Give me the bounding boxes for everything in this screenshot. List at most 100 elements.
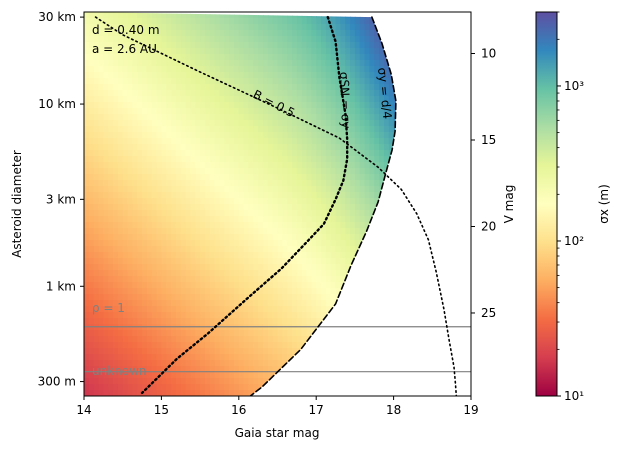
heatmap-cell [195, 138, 201, 145]
heatmap-cell [166, 120, 172, 127]
heatmap-cell [171, 24, 177, 31]
heatmap-cell [243, 360, 250, 367]
heatmap-cell [180, 48, 187, 55]
heatmap-cell [393, 126, 396, 133]
heatmap-cell [253, 306, 259, 313]
heatmap-cell [267, 72, 274, 79]
heatmap-cell [127, 222, 133, 229]
heatmap-cell [335, 216, 341, 223]
heatmap-cell [204, 270, 211, 277]
heatmap-cell [175, 12, 182, 19]
heatmap-cell [350, 216, 356, 223]
heatmap-cell [137, 372, 143, 379]
heatmap-cell [219, 186, 225, 193]
heatmap-cell [151, 174, 158, 181]
heatmap-cell [151, 306, 158, 313]
heatmap-cell [398, 258, 403, 265]
heatmap-cell [340, 24, 346, 31]
heatmap-cell [84, 378, 90, 385]
heatmap-cell [161, 42, 167, 49]
heatmap-cell [456, 228, 461, 235]
heatmap-cell [364, 372, 371, 379]
heatmap-cell [316, 30, 322, 37]
heatmap-cell [185, 150, 192, 157]
heatmap-cell [442, 18, 447, 25]
heatmap-cell [447, 216, 452, 223]
heatmap-cell [442, 192, 447, 199]
heatmap-cell [108, 174, 114, 181]
heatmap-cell [214, 162, 221, 169]
heatmap-cell [306, 246, 312, 253]
heatmap-cell [243, 228, 250, 235]
heatmap-cell [456, 174, 461, 181]
heatmap-cell [248, 228, 254, 235]
heatmap-cell [364, 258, 371, 265]
heatmap-cell [432, 78, 437, 85]
heatmap-cell [219, 252, 225, 259]
heatmap-cell [359, 246, 366, 253]
heatmap-cell [146, 342, 153, 349]
heatmap-cell [456, 252, 461, 259]
heatmap-cell [84, 354, 90, 361]
heatmap-cell [219, 108, 225, 115]
heatmap-cell [122, 348, 129, 355]
heatmap-cell [350, 342, 356, 349]
heatmap-cell [321, 108, 327, 115]
heatmap-cell [253, 102, 259, 109]
heatmap-cell [272, 234, 279, 241]
heatmap-cell [108, 234, 114, 241]
heatmap-cell [262, 258, 269, 265]
heatmap-cell [214, 234, 221, 241]
heatmap-cell [233, 48, 240, 55]
heatmap-cell [423, 288, 428, 295]
heatmap-cell [243, 66, 250, 73]
heatmap-cell [204, 354, 211, 361]
heatmap-cell [369, 138, 375, 145]
heatmap-cell [171, 318, 177, 325]
heatmap-cell [238, 360, 245, 367]
heatmap-cell [132, 216, 138, 223]
heatmap-cell [161, 234, 167, 241]
heatmap-cell [88, 342, 95, 349]
heatmap-cell [175, 306, 182, 313]
heatmap-cell [103, 240, 109, 247]
heatmap-cell [88, 306, 95, 313]
heatmap-cell [418, 144, 423, 151]
heatmap-cell [427, 144, 432, 151]
heatmap-cell [108, 228, 114, 235]
heatmap-cell [253, 138, 259, 145]
heatmap-cell [108, 48, 114, 55]
heatmap-cell [311, 90, 317, 97]
heatmap-cell [456, 312, 461, 319]
heatmap-cell [103, 84, 109, 91]
heatmap-cell [359, 108, 366, 115]
heatmap-cell [108, 78, 114, 85]
heatmap-cell [383, 192, 390, 199]
heatmap-cell [93, 168, 100, 175]
heatmap-cell [316, 138, 322, 145]
heatmap-cell [330, 144, 337, 151]
heatmap-cell [403, 18, 408, 25]
heatmap-cell [190, 156, 196, 163]
heatmap-cell [243, 156, 250, 163]
heatmap-cell [146, 258, 153, 265]
heatmap-cell [282, 378, 288, 385]
heatmap-cell [272, 90, 279, 97]
heatmap-cell [398, 300, 403, 307]
heatmap-cell [229, 330, 235, 337]
heatmap-cell [340, 156, 346, 163]
heatmap-cell [171, 144, 177, 151]
heatmap-cell [374, 222, 380, 229]
heatmap-cell [359, 60, 366, 67]
heatmap-cell [84, 84, 90, 91]
heatmap-cell [195, 36, 201, 43]
heatmap-cell [113, 330, 119, 337]
heatmap-cell [262, 78, 269, 85]
heatmap-cell [418, 270, 423, 277]
heatmap-cell [296, 162, 303, 169]
heatmap-cell [359, 336, 366, 343]
heatmap-cell [374, 90, 380, 97]
heatmap-cell [301, 132, 308, 139]
heatmap-cell [432, 36, 437, 43]
heatmap-cell [214, 204, 221, 211]
